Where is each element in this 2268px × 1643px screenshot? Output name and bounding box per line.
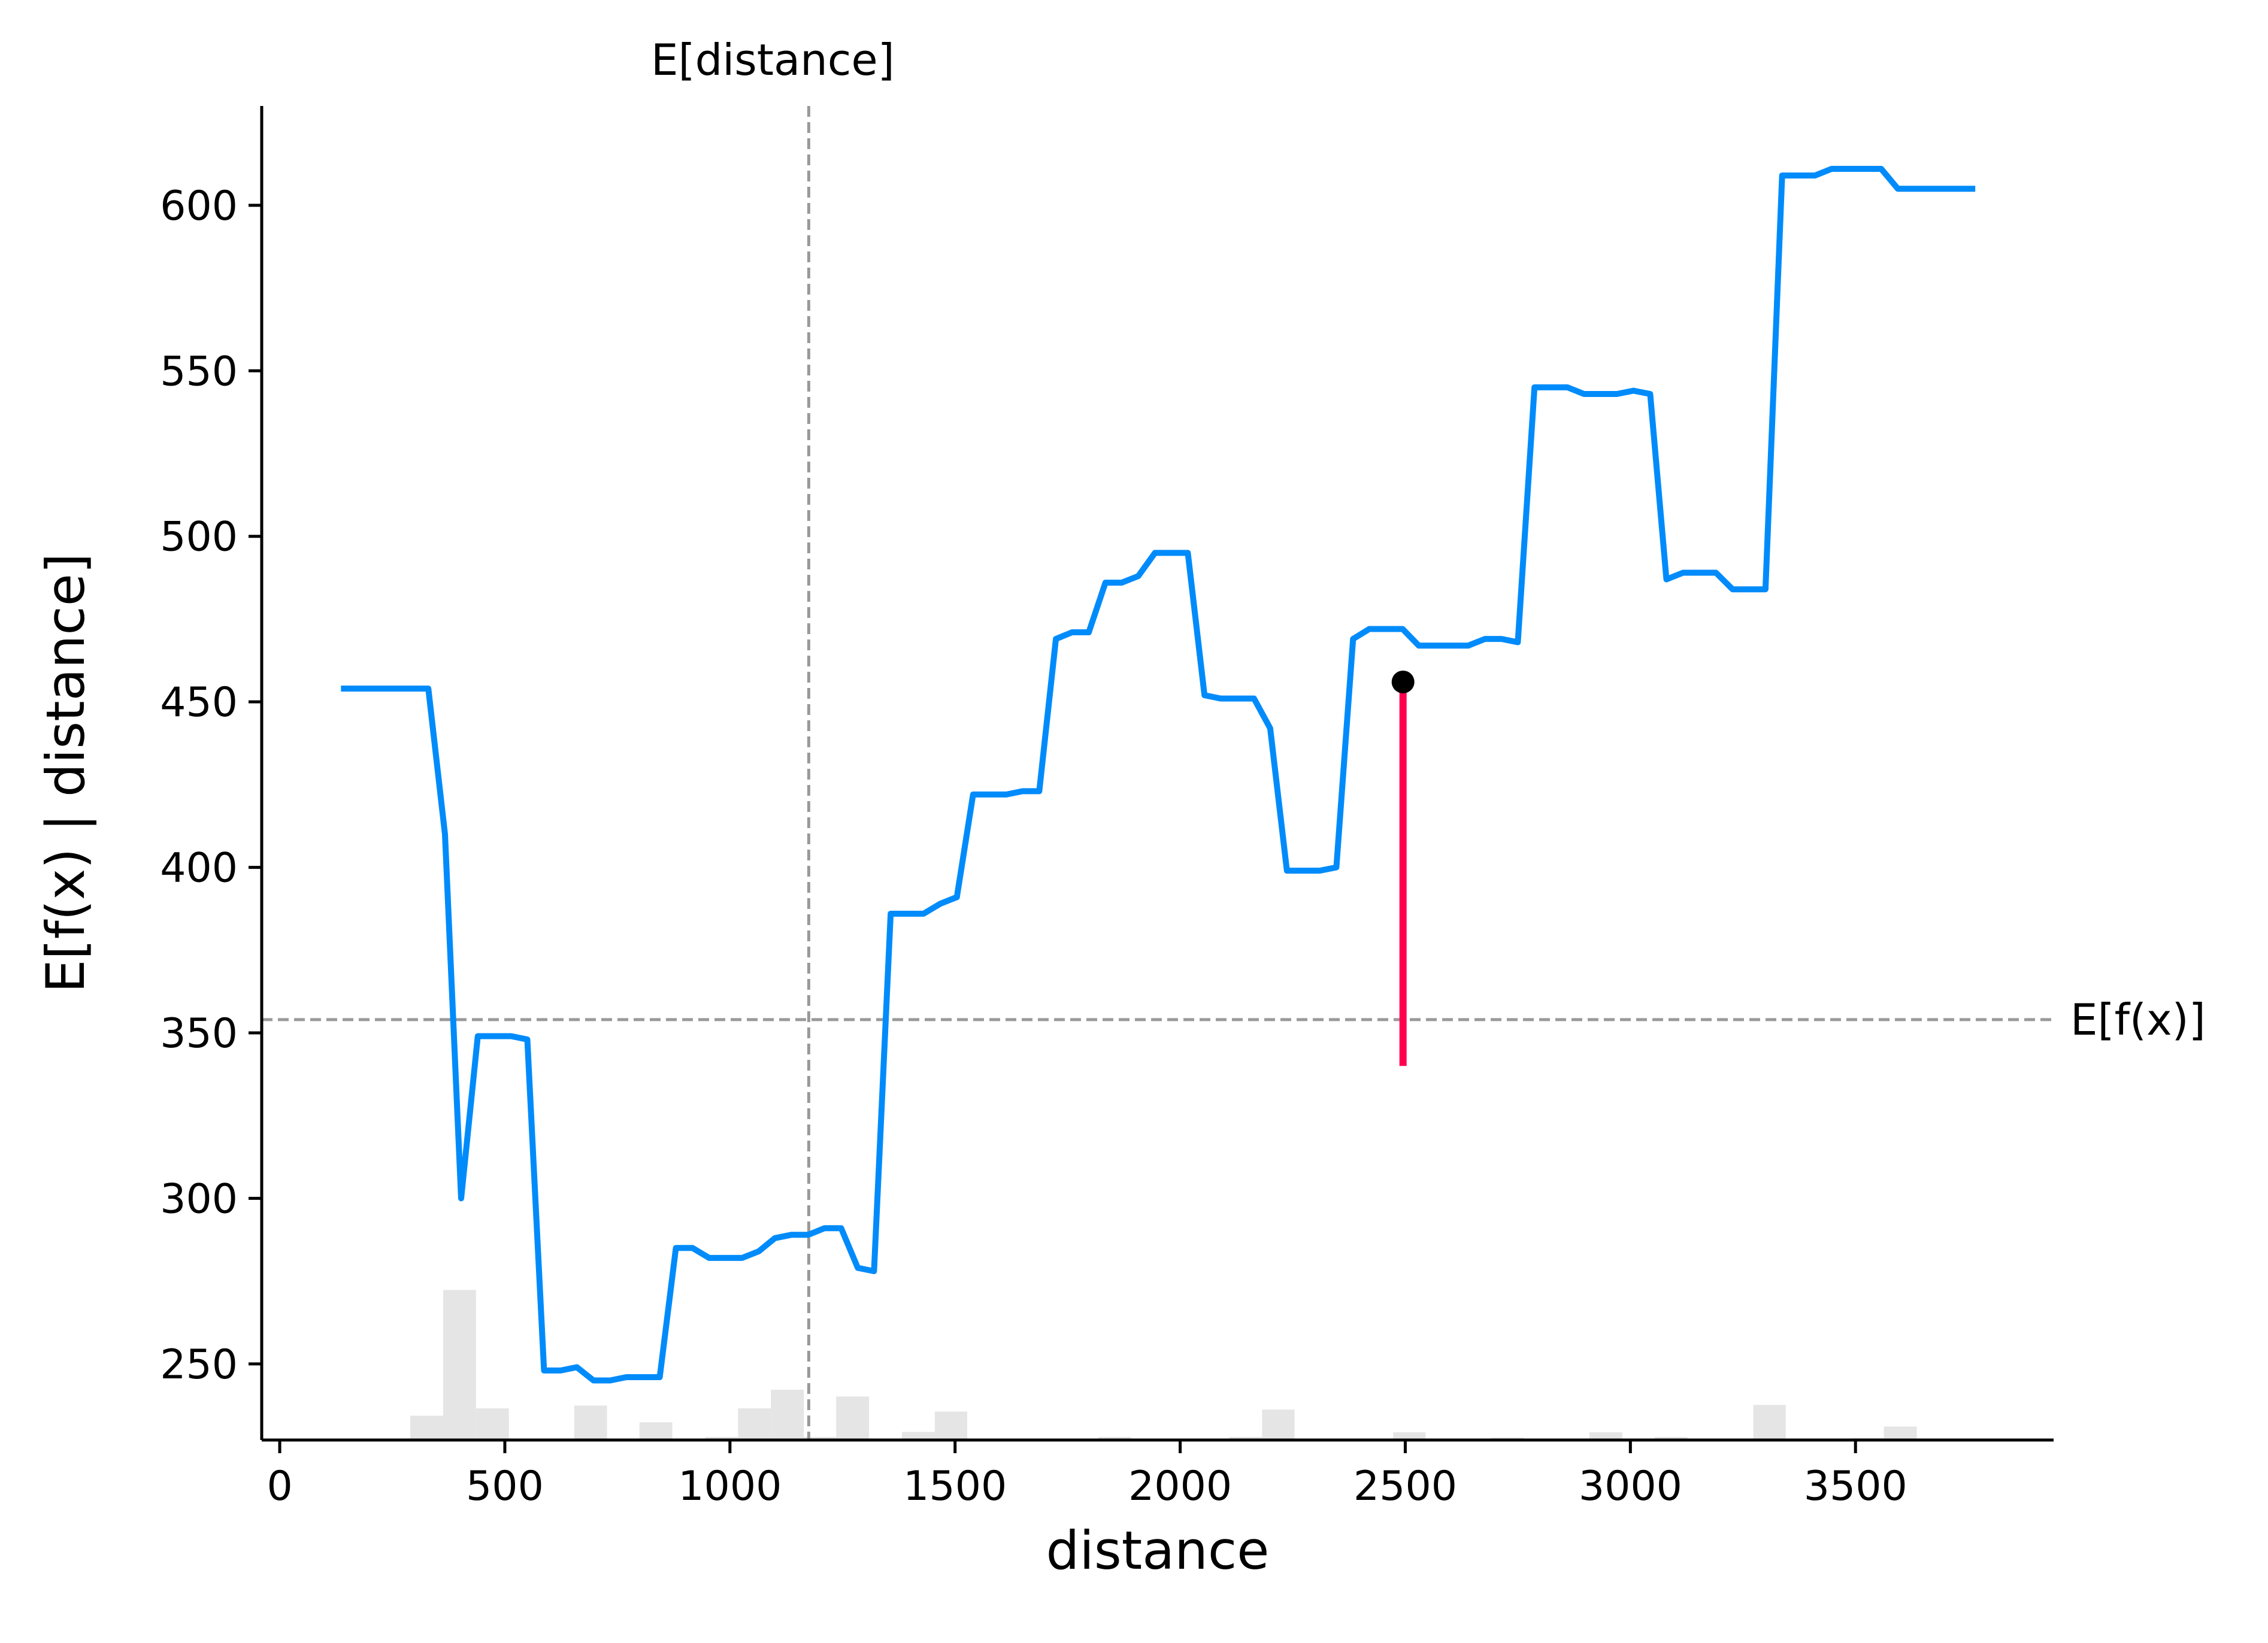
axes: 0 500 1000 1500 2000 2500 3000 3500 250 300 350 40… [160,106,2054,1510]
x-tick-label-1500: 1500 [903,1463,1007,1510]
histogram-bar-18 [1654,1436,1688,1440]
histogram-bar-1 [443,1290,476,1440]
series-line-0 [341,166,1976,1384]
histogram-bar-19 [1753,1405,1786,1440]
histogram-bar-4 [639,1422,673,1440]
x-tick-label-2500: 2500 [1353,1463,1457,1510]
x-tick-label-1000: 1000 [678,1463,782,1510]
x-tick-label-0: 0 [267,1463,292,1510]
histogram-bar-11 [934,1411,968,1440]
histogram-bar-17 [1589,1432,1622,1440]
expected-x-label: E[distance] [651,35,895,85]
series-layer [341,166,1976,1384]
histogram-bar-2 [476,1408,509,1440]
histogram-bar-0 [410,1415,443,1440]
x-tick-label-3000: 3000 [1579,1463,1682,1510]
histogram-bar-8 [804,1436,837,1440]
histogram-bar-13 [1229,1436,1262,1440]
y-tick-label-300: 300 [160,1175,238,1223]
x-axis-ticks: 0 500 1000 1500 2000 2500 3000 3500 [267,1440,1907,1510]
histogram-bar-3 [574,1405,607,1440]
histogram-bar-7 [771,1390,804,1440]
y-axis-title: E[f(x) | distance] [35,553,97,993]
instance-point [1391,670,1415,693]
histogram-bar-5 [705,1436,738,1440]
y-tick-label-600: 600 [160,183,238,230]
y-tick-label-350: 350 [160,1010,238,1057]
expected-y-label: E[f(x)] [2070,995,2206,1045]
highlight-layer [1391,670,1415,1066]
histogram [410,1290,1917,1440]
y-tick-label-400: 400 [160,845,238,892]
x-tick-label-3500: 3500 [1804,1463,1907,1510]
x-tick-label-500: 500 [466,1463,544,1510]
histogram-bar-15 [1393,1432,1426,1440]
y-tick-label-250: 250 [160,1341,238,1389]
x-axis-title: distance [1046,1520,1270,1581]
y-tick-label-500: 500 [160,514,238,561]
reference-lines: E[distance] E[f(x)] [262,35,2206,1440]
y-tick-label-450: 450 [160,679,238,726]
y-tick-label-550: 550 [160,348,238,395]
y-axis-ticks: 250 300 350 400 450 500 550 600 [160,183,262,1389]
histogram-bar-14 [1262,1409,1295,1440]
x-tick-label-2000: 2000 [1128,1463,1232,1510]
histogram-bar-9 [836,1396,870,1440]
histogram-bar-21 [1884,1426,1917,1440]
histogram-bar-6 [738,1408,771,1440]
histogram-bar-10 [902,1432,935,1440]
histogram-bar-12 [1098,1436,1131,1440]
